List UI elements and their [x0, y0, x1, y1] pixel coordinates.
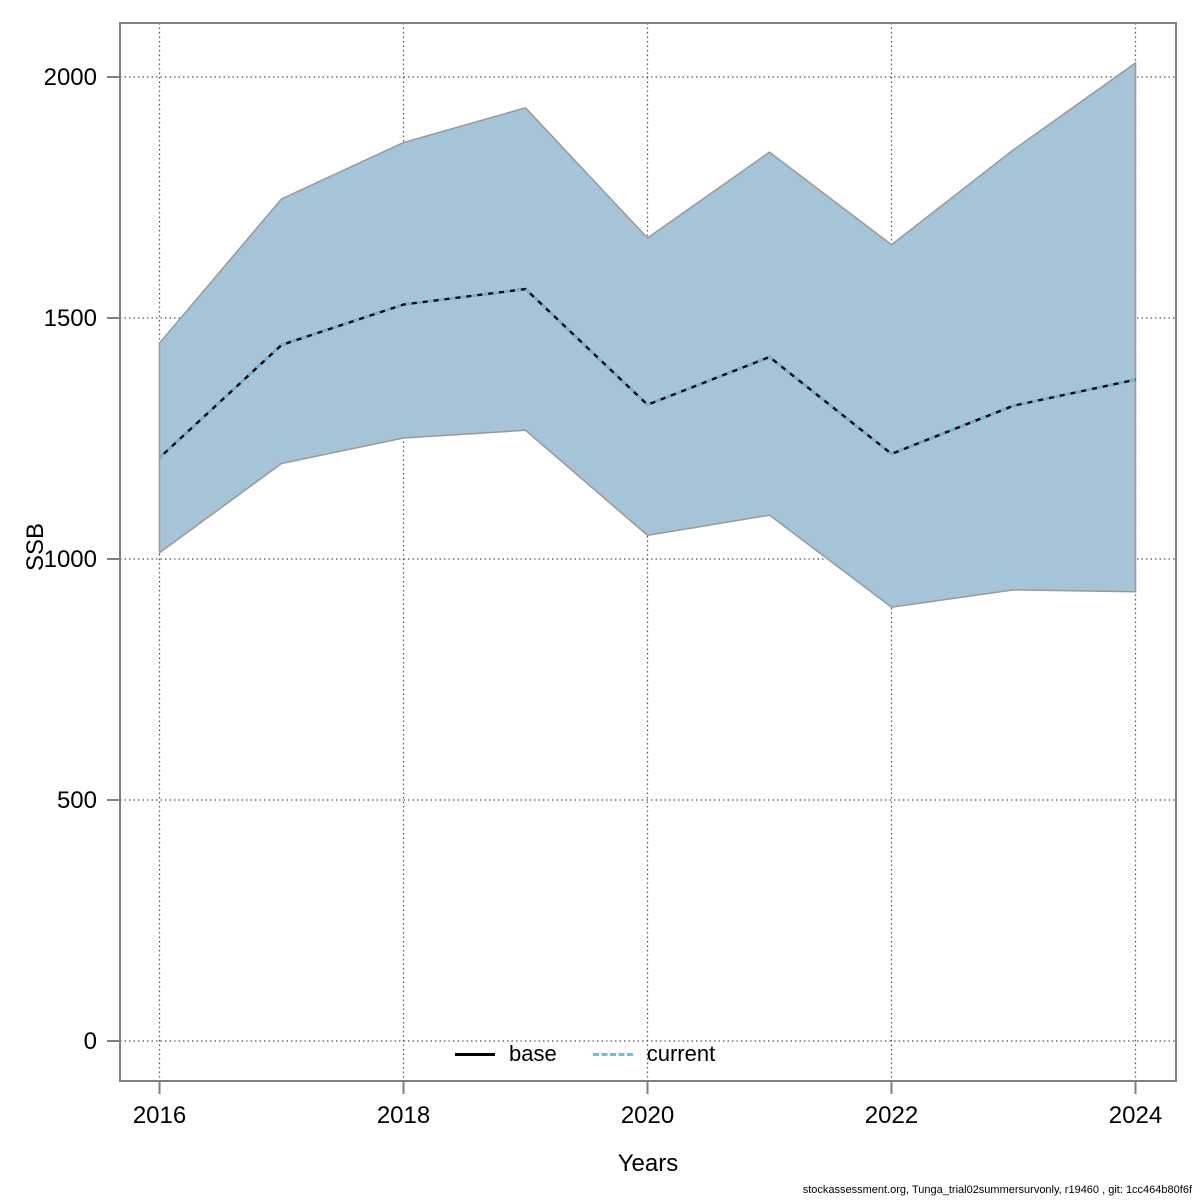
legend: base current: [455, 1043, 715, 1065]
legend-item-current: current: [592, 1041, 716, 1066]
y-tick-label: 500: [57, 787, 97, 814]
x-axis-label: Years: [617, 1150, 679, 1177]
y-tick-label: 1000: [44, 546, 97, 573]
current-line-key-icon: [592, 1052, 633, 1056]
x-tick-label: 2024: [1109, 1102, 1162, 1129]
legend-label-current: current: [646, 1041, 716, 1066]
legend-label-base: base: [509, 1041, 557, 1066]
median-line-current: [158, 287, 1136, 459]
x-tick-label: 2020: [621, 1102, 674, 1129]
y-tick-label: 2000: [44, 64, 97, 91]
x-tick-label: 2016: [133, 1102, 186, 1129]
x-tick-label: 2018: [377, 1102, 430, 1129]
footer-attribution: stockassessment.org, Tunga_trial02summer…: [802, 1184, 1192, 1196]
y-axis-label: SSB: [22, 522, 49, 572]
y-tick-label: 0: [84, 1028, 97, 1055]
legend-item-base: base: [455, 1043, 557, 1065]
y-tick-label: 1500: [44, 305, 97, 332]
x-tick-label: 2022: [865, 1102, 918, 1129]
confidence-band: [158, 61, 1137, 608]
base-line-key-icon: [455, 1052, 495, 1056]
